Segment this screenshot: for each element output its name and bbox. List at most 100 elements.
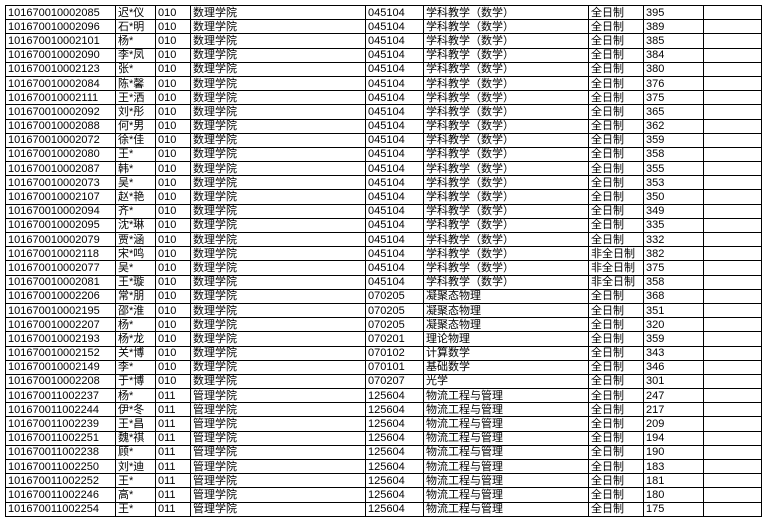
college-name: 管理学院 — [190, 402, 366, 418]
major-name: 理论物理 — [423, 331, 589, 347]
college-name: 数理学院 — [190, 189, 366, 205]
table-row: 101670010002092 刘*彤 010 数理学院 045104 学科教学（数学）全… — [5, 104, 762, 120]
college-name: 数理学院 — [190, 288, 366, 304]
college-code: 010 — [155, 331, 191, 347]
candidate-name: 吴* — [115, 260, 156, 276]
score: 359 — [643, 132, 704, 148]
college-code: 010 — [155, 118, 191, 134]
major-name: 学科教学（数学） — [423, 189, 589, 205]
candidate-id: 101670010002206 — [5, 288, 116, 304]
college-code: 010 — [155, 161, 191, 177]
major-code: 070205 — [365, 317, 424, 333]
candidate-name: 魏*祺 — [115, 430, 156, 446]
table-row: 101670010002101 杨* 010 数理学院 045104 学科教学（数学） 全日… — [5, 33, 762, 49]
major-name: 学科教学（数学） — [423, 217, 589, 234]
major-code: 125604 — [365, 473, 424, 489]
college-name: 数理学院 — [190, 373, 366, 390]
score: 380 — [643, 61, 704, 77]
major-code: 125604 — [365, 501, 424, 517]
major-code: 045104 — [365, 19, 424, 35]
score: 353 — [643, 175, 704, 191]
college-code: 011 — [155, 444, 191, 461]
study-mode: 全日制 — [588, 302, 644, 319]
college-code: 010 — [155, 75, 191, 92]
college-name: 数理学院 — [190, 61, 366, 77]
major-code: 045104 — [365, 217, 424, 234]
college-code: 011 — [155, 416, 191, 432]
college-code: 010 — [155, 302, 191, 319]
candidate-name: 杨* — [115, 388, 156, 404]
candidate-id: 101670011002246 — [5, 487, 116, 503]
candidate-name: 王*洒 — [115, 90, 156, 106]
candidate-name: 李* — [115, 359, 156, 375]
table-row: 101670010002095 沈*琳 010 数理学院 045104 学科教学（数学）全… — [5, 217, 762, 234]
empty-cell — [703, 317, 762, 333]
study-mode: 非全日制 — [588, 274, 644, 290]
major-name: 物流工程与管理 — [423, 388, 589, 404]
study-mode: 全日制 — [588, 47, 644, 63]
empty-cell — [703, 161, 762, 177]
score: 368 — [643, 288, 704, 304]
candidate-name: 吴* — [115, 175, 156, 191]
study-mode: 全日制 — [588, 4, 644, 21]
table-row: 101670010002118 宋*鸣 010 数理学院 045104 学科教学（数学）非… — [5, 246, 762, 262]
major-code: 125604 — [365, 430, 424, 446]
college-name: 数理学院 — [190, 4, 366, 21]
study-mode: 全日制 — [588, 501, 644, 517]
major-code: 125604 — [365, 388, 424, 404]
candidate-name: 杨* — [115, 33, 156, 49]
college-name: 管理学院 — [190, 444, 366, 461]
major-name: 学科教学（数学） — [423, 161, 589, 177]
score: 180 — [643, 487, 704, 503]
major-code: 070201 — [365, 331, 424, 347]
major-name: 学科教学（数学） — [423, 33, 589, 49]
major-code: 045104 — [365, 4, 424, 21]
candidate-name: 关*博 — [115, 345, 156, 361]
score: 349 — [643, 203, 704, 219]
empty-cell — [703, 416, 762, 432]
empty-cell — [703, 19, 762, 35]
candidate-id: 101670010002208 — [5, 373, 116, 390]
table-row: 101670010002072 徐*佳 010 数理学院 045104 学科教学（数学）全… — [5, 132, 762, 148]
major-code: 045104 — [365, 132, 424, 148]
table-row: 101670010002111 王*洒 010 数理学院 045104 学科教学（数学）全… — [5, 90, 762, 106]
score: 351 — [643, 302, 704, 319]
empty-cell — [703, 104, 762, 120]
study-mode: 全日制 — [588, 90, 644, 106]
empty-cell — [703, 473, 762, 489]
empty-cell — [703, 345, 762, 361]
college-code: 011 — [155, 430, 191, 446]
study-mode: 非全日制 — [588, 260, 644, 276]
major-code: 045104 — [365, 104, 424, 120]
table-row: 101670010002207 杨* 010 数理学院 070205 凝聚态物理 全日制 32… — [5, 317, 762, 333]
table-row: 101670011002246 高* 011 管理学院 125604 物流工程与管理 全日制… — [5, 487, 762, 503]
major-code: 045104 — [365, 260, 424, 276]
college-name: 管理学院 — [190, 416, 366, 432]
score: 359 — [643, 331, 704, 347]
study-mode: 全日制 — [588, 104, 644, 120]
college-code: 010 — [155, 246, 191, 262]
score: 362 — [643, 118, 704, 134]
empty-cell — [703, 260, 762, 276]
candidate-name: 齐* — [115, 203, 156, 219]
major-name: 学科教学（数学） — [423, 118, 589, 134]
candidate-id: 101670010002077 — [5, 260, 116, 276]
college-code: 010 — [155, 90, 191, 106]
college-code: 010 — [155, 132, 191, 148]
candidate-name: 王*璇 — [115, 274, 156, 290]
major-name: 光学 — [423, 373, 589, 390]
college-code: 010 — [155, 359, 191, 375]
empty-cell — [703, 33, 762, 49]
college-code: 010 — [155, 47, 191, 63]
major-code: 045104 — [365, 146, 424, 163]
study-mode: 全日制 — [588, 331, 644, 347]
empty-cell — [703, 501, 762, 517]
candidate-name: 徐*佳 — [115, 132, 156, 148]
candidate-id: 101670010002073 — [5, 175, 116, 191]
empty-cell — [703, 203, 762, 219]
college-code: 010 — [155, 260, 191, 276]
college-code: 010 — [155, 104, 191, 120]
study-mode: 全日制 — [588, 430, 644, 446]
score: 181 — [643, 473, 704, 489]
college-name: 数理学院 — [190, 217, 366, 234]
